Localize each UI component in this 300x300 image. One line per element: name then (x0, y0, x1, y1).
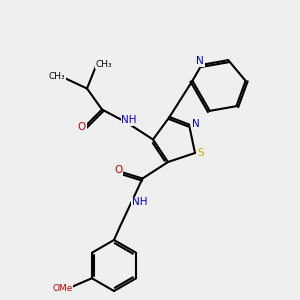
Text: N: N (196, 56, 204, 66)
Text: NH: NH (121, 115, 137, 125)
Text: OMe: OMe (52, 284, 73, 293)
Text: S: S (197, 148, 204, 158)
Text: O: O (78, 122, 86, 133)
Text: CH₃: CH₃ (95, 60, 112, 69)
Text: CH₃: CH₃ (49, 72, 65, 81)
Text: O: O (114, 165, 123, 175)
Text: NH: NH (132, 197, 147, 208)
Text: N: N (192, 119, 200, 130)
